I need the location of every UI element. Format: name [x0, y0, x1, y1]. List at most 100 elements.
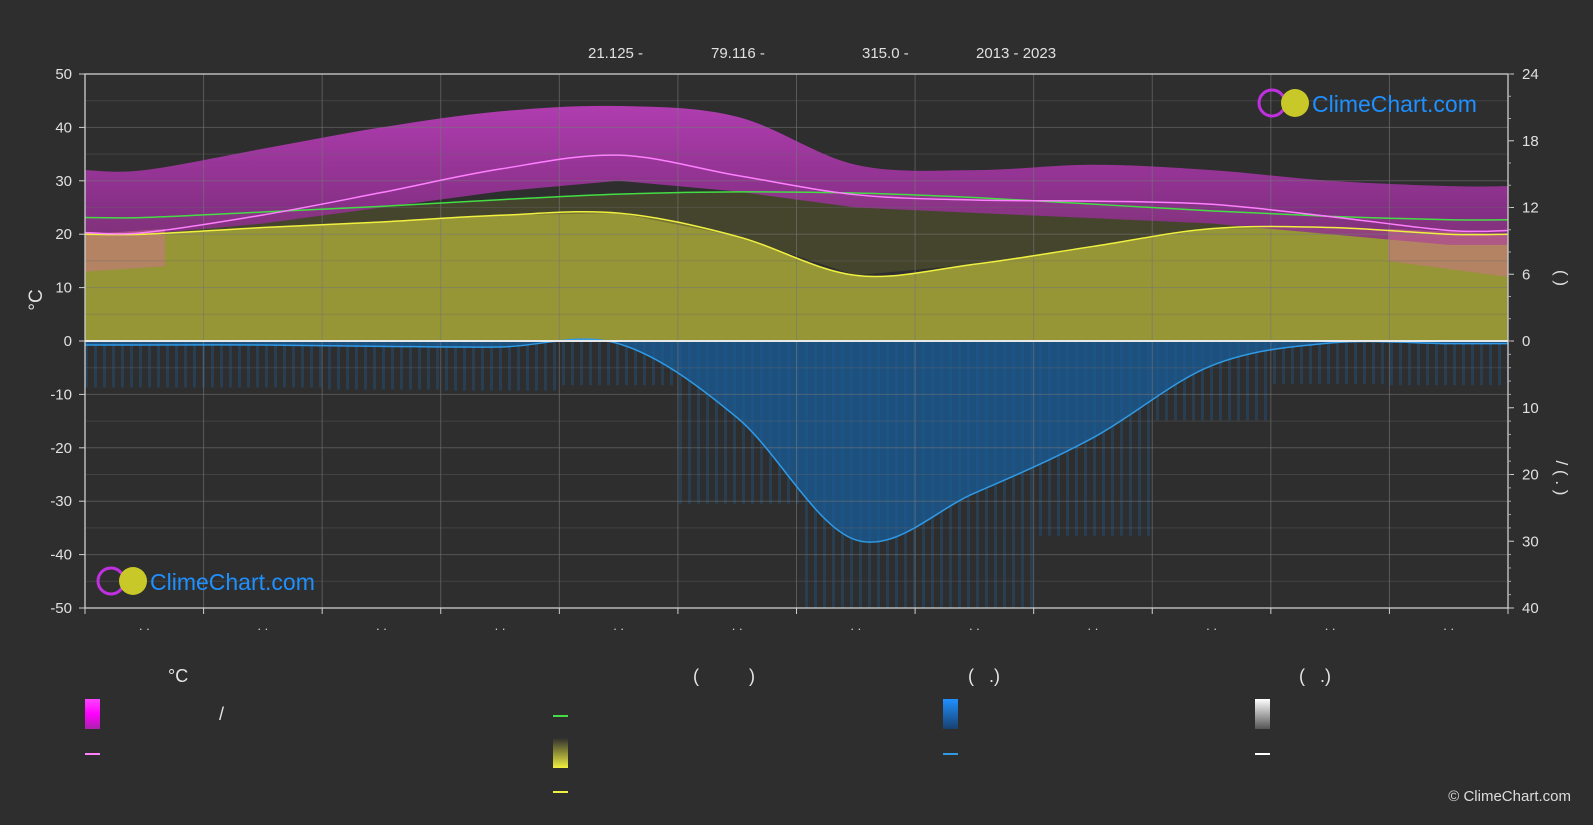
rain-streak: [1201, 341, 1204, 421]
rain-streak: [1273, 341, 1276, 385]
rain-streak: [994, 341, 997, 608]
rain-streak: [1444, 341, 1447, 386]
rain-streak: [814, 341, 817, 608]
rain-streak: [1345, 341, 1348, 385]
rain-streak: [1363, 341, 1366, 385]
rain-streak: [625, 341, 628, 386]
rain-streak: [985, 341, 988, 608]
rain-streak: [931, 341, 934, 608]
rain-streak: [778, 341, 781, 504]
rain-streak: [1471, 341, 1474, 386]
rain-streak: [1498, 341, 1501, 386]
rain-streak: [1165, 341, 1168, 421]
rain-streak: [1282, 341, 1285, 385]
brand-sun-icon: [119, 567, 147, 595]
rain-streak: [319, 341, 322, 388]
rain-streak: [1228, 341, 1231, 421]
rain-streak: [1102, 341, 1105, 536]
rain-streak: [472, 341, 475, 391]
chart-axes: 50 40 30 20 10 0 -10 -20 -30 -40 -50 24 18 12 6 0 10 20 30…: [50, 66, 1538, 633]
legend-temperature-row: /: [219, 704, 225, 724]
rain-streak: [1030, 341, 1033, 608]
right-axis-top-label: ( ): [1552, 270, 1571, 286]
rain-streak: [103, 341, 106, 388]
x-tick-label: . .: [1443, 618, 1454, 633]
rain-streak: [688, 341, 691, 504]
rain-streak: [715, 341, 718, 504]
left-tick-label: -20: [50, 440, 72, 457]
rain-streak: [1120, 341, 1123, 536]
rain-streak: [328, 341, 331, 390]
rain-streak: [463, 341, 466, 391]
rain-streak: [364, 341, 367, 390]
rain-streak: [697, 341, 700, 504]
rain-streak: [1264, 341, 1267, 421]
legend-sunshine-swatch: [553, 738, 568, 768]
brand-name-top: ClimeChart.com: [1312, 91, 1477, 117]
rain-streak: [1021, 341, 1024, 608]
left-tick-label: -50: [50, 600, 72, 617]
rain-streak: [1489, 341, 1492, 386]
x-tick-label: . .: [139, 618, 150, 633]
rain-streak: [886, 341, 889, 608]
x-tick-label: . .: [257, 618, 268, 633]
rain-streak: [346, 341, 349, 390]
rain-streak: [787, 341, 790, 504]
sunshine-line: [85, 210, 1508, 278]
rain-streak: [490, 341, 493, 391]
rain-streak: [670, 341, 673, 386]
rain-streak: [220, 341, 223, 388]
rain-streak: [1219, 341, 1222, 421]
rain-streak: [823, 341, 826, 608]
rain-streak: [211, 341, 214, 388]
header-longitude: 79.116 -: [711, 45, 765, 62]
rain-streak: [94, 341, 97, 388]
rain-streak: [391, 341, 394, 390]
rain-streak: [382, 341, 385, 390]
rain-streak: [571, 341, 574, 386]
rain-streak: [400, 341, 403, 390]
rain-streak: [166, 341, 169, 388]
legend-temperature-header: °C: [168, 666, 189, 686]
rain-streak: [1093, 341, 1096, 536]
rain-streak: [1129, 341, 1132, 536]
rain-streak: [1075, 341, 1078, 536]
rain-streak: [562, 341, 565, 386]
rain-streak: [1336, 341, 1339, 385]
rain-streak: [265, 341, 268, 388]
right-bottom-tick-label: 40: [1522, 600, 1539, 617]
daylight-line: [85, 191, 1508, 221]
temperature-mean-line: [85, 154, 1508, 235]
rain-streak: [418, 341, 421, 390]
left-tick-label: -10: [50, 386, 72, 403]
rain-streak: [598, 341, 601, 386]
rain-streak: [1048, 341, 1051, 536]
rain-streak: [949, 341, 952, 608]
x-tick-label: . .: [850, 618, 861, 633]
right-bottom-tick-label: 10: [1522, 400, 1539, 417]
rain-streak: [976, 341, 979, 608]
x-tick-label: . .: [376, 618, 387, 633]
brand-logo-top[interactable]: ClimeChart.com: [1257, 88, 1477, 118]
rain-streak: [868, 341, 871, 608]
rain-streak: [1003, 341, 1006, 608]
left-tick-label: 10: [55, 280, 72, 297]
rain-streak: [247, 341, 250, 388]
rain-streak: [121, 341, 124, 388]
rain-streak: [634, 341, 637, 386]
rain-streak: [229, 341, 232, 388]
rain-streak: [967, 341, 970, 608]
brand-logo-bottom[interactable]: ClimeChart.com: [96, 566, 315, 596]
rain-streak: [1066, 341, 1069, 536]
rain-streak: [454, 341, 457, 391]
x-tick-label: . .: [732, 618, 743, 633]
rain-streak: [904, 341, 907, 608]
right-top-tick-label: 12: [1522, 200, 1539, 217]
rain-streak: [1309, 341, 1312, 385]
rain-streak: [940, 341, 943, 608]
rain-streak: [706, 341, 709, 504]
rain-streak: [1138, 341, 1141, 536]
rain-streak: [355, 341, 358, 390]
header-elevation: 315.0 -: [862, 45, 909, 62]
